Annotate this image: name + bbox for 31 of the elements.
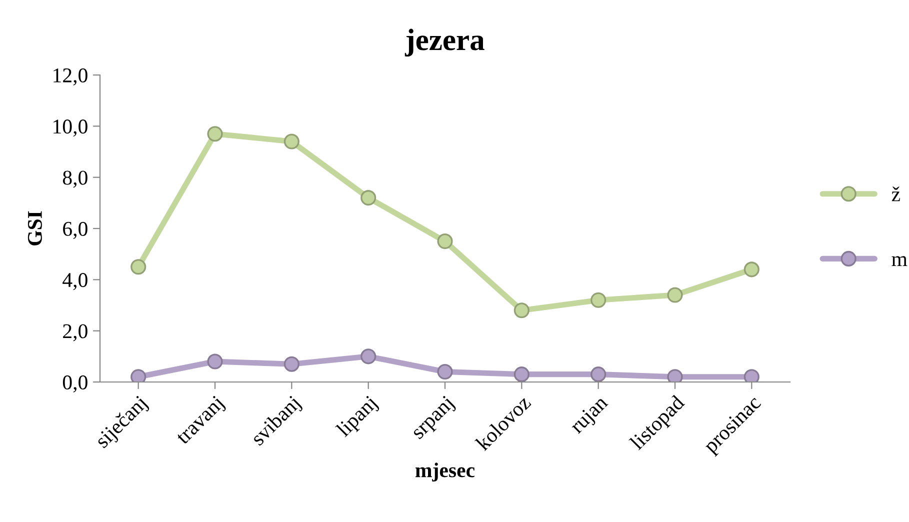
point xyxy=(437,364,453,380)
point xyxy=(360,190,376,206)
chart-title: jezera xyxy=(404,28,484,57)
point xyxy=(130,369,146,382)
point xyxy=(667,287,683,303)
point xyxy=(437,234,453,250)
point xyxy=(207,126,223,142)
y-tick-label: 4,0 xyxy=(62,273,88,290)
y-tick-label: 0,0 xyxy=(62,375,88,392)
point xyxy=(590,292,606,308)
y-tick-label: 12,0 xyxy=(54,68,88,86)
point xyxy=(284,134,300,150)
legend-label: ž xyxy=(892,186,900,202)
x-axis-title: mjesec xyxy=(415,462,475,482)
point xyxy=(744,262,760,278)
point xyxy=(744,369,760,382)
point xyxy=(590,366,606,382)
y-tick-label: 2,0 xyxy=(63,324,88,342)
point xyxy=(130,259,146,275)
y-axis-title: GSI xyxy=(28,211,42,246)
x-tick-label: rujan xyxy=(568,394,612,438)
point xyxy=(514,366,530,382)
point xyxy=(514,302,530,318)
legend-label: m xyxy=(892,256,908,266)
point xyxy=(207,354,223,370)
y-tick-label: 6,0 xyxy=(63,222,88,239)
y-tick-label: 8,0 xyxy=(62,170,88,188)
point xyxy=(667,369,683,382)
point xyxy=(360,348,376,364)
point xyxy=(284,356,300,372)
y-tick-label: 10,0 xyxy=(54,120,88,137)
